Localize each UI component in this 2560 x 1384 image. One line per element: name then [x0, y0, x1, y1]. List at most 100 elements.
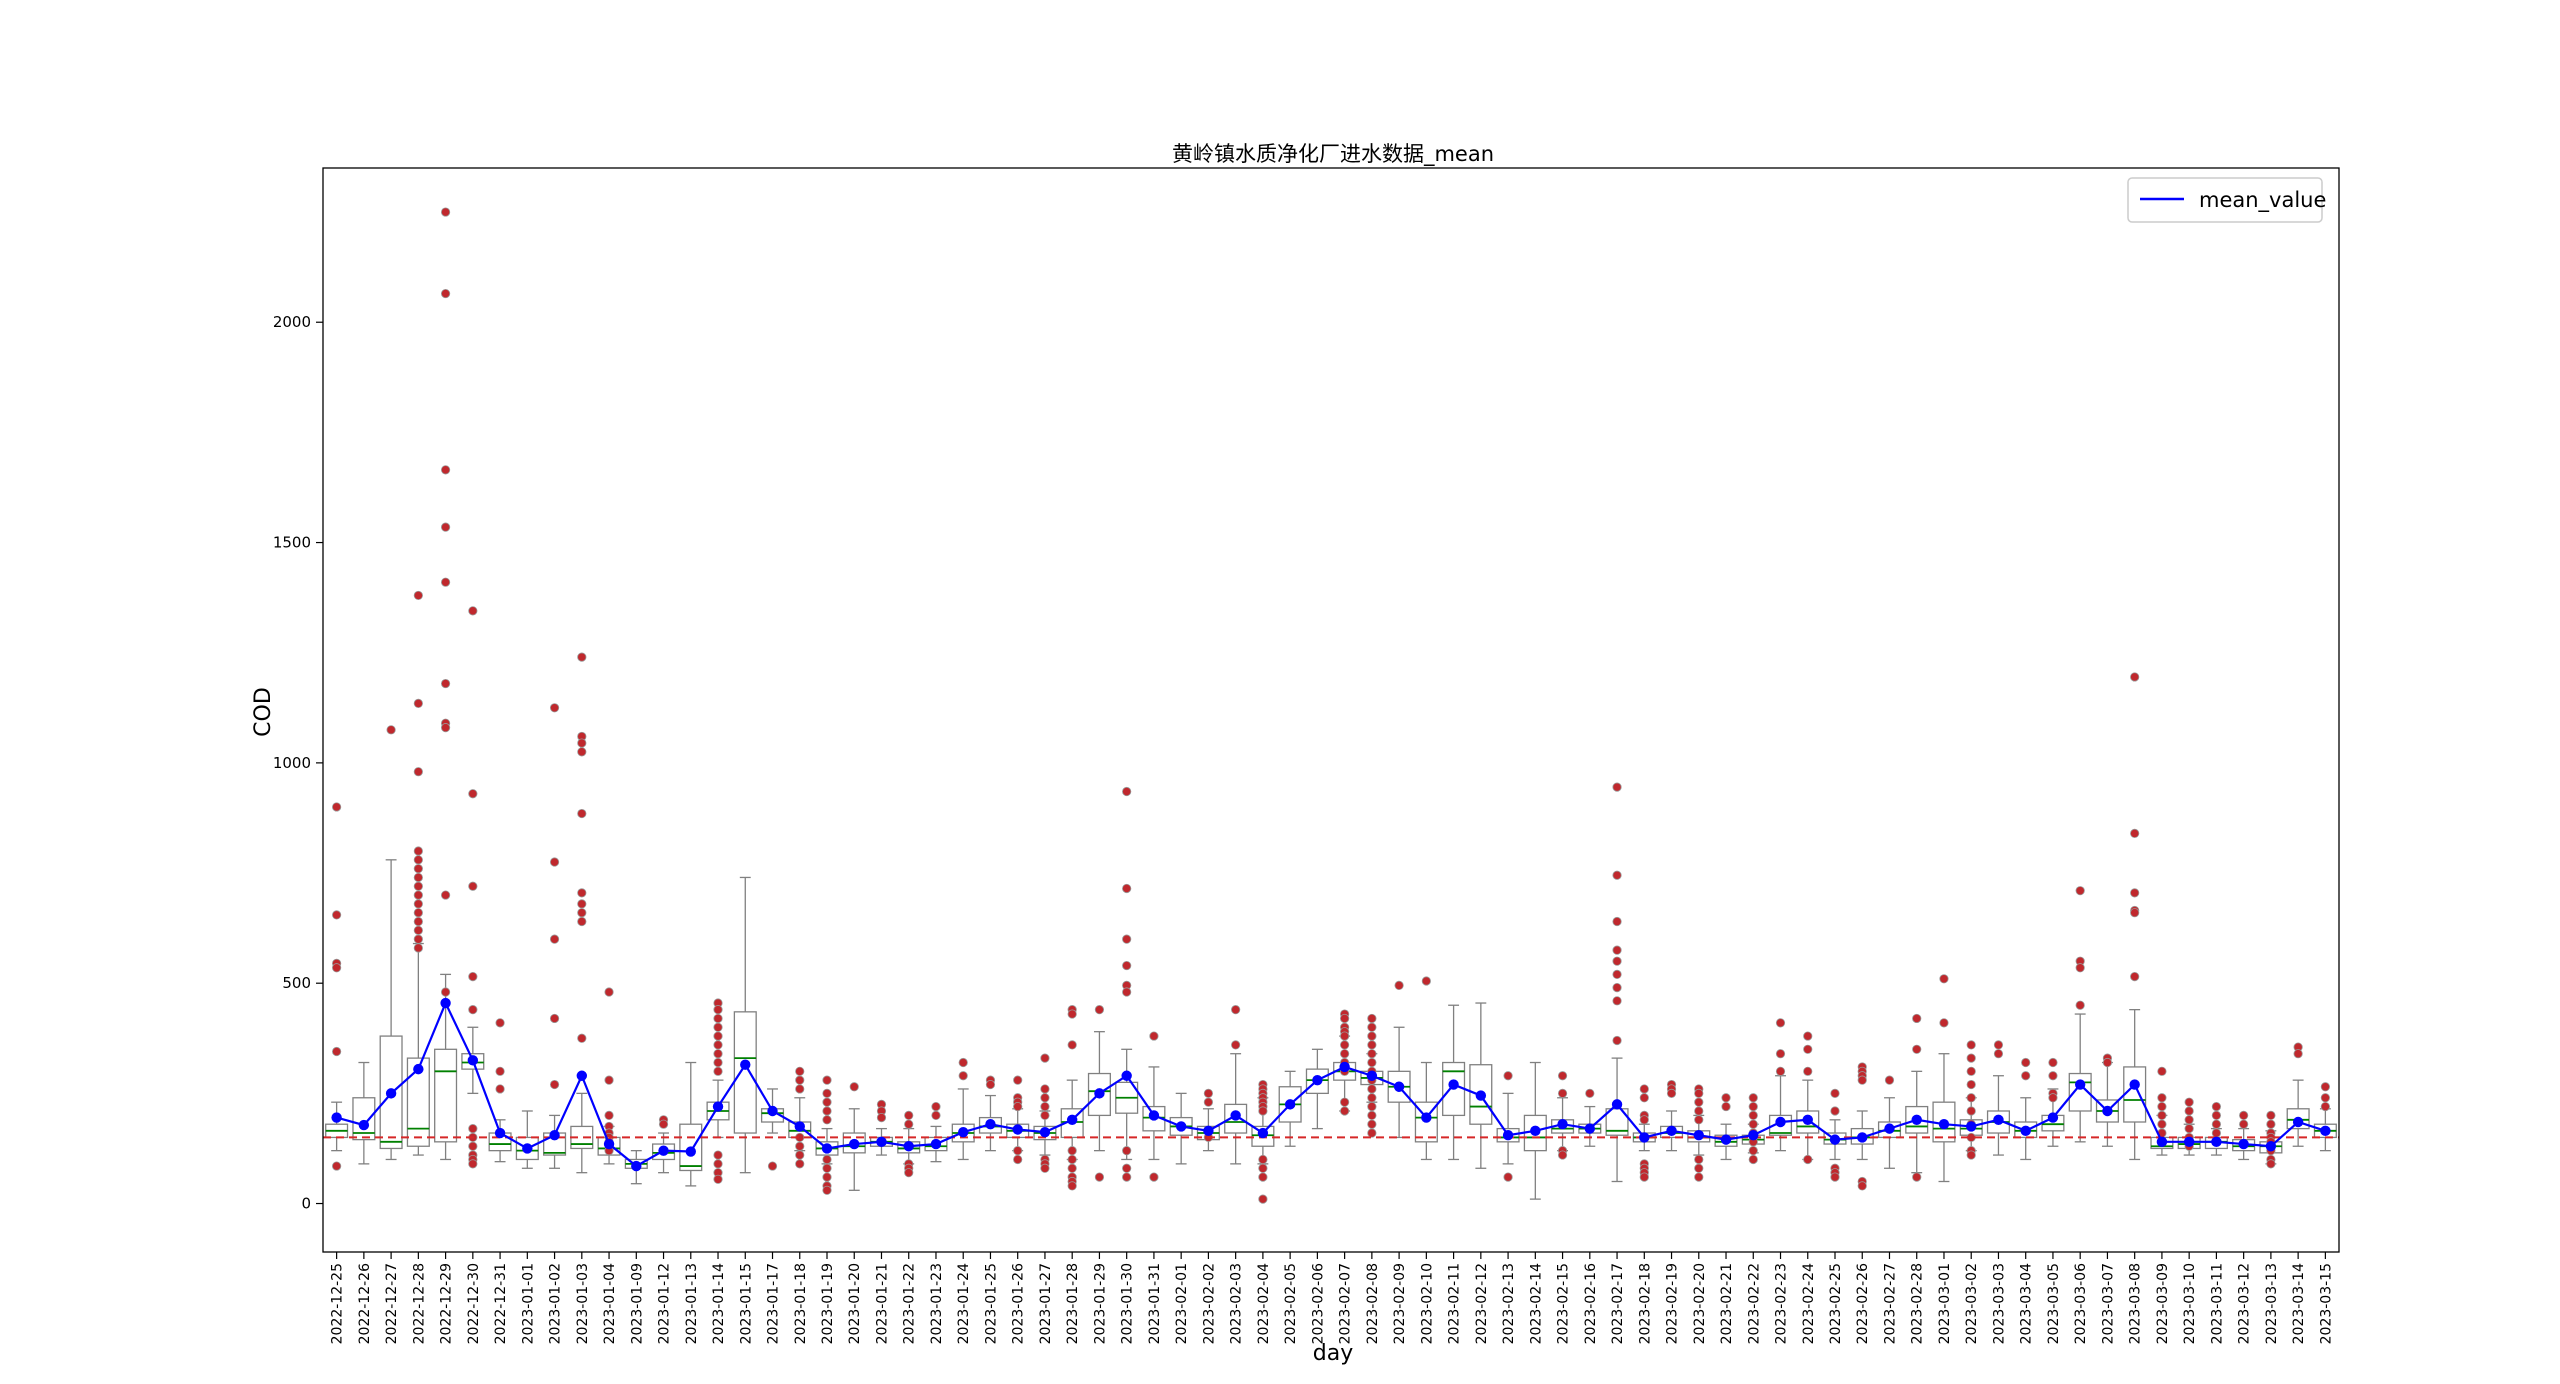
outlier-point — [713, 1013, 723, 1024]
outlier-point — [1612, 916, 1622, 927]
outlier-point — [795, 1159, 805, 1169]
outlier-point — [1775, 1066, 1786, 1076]
outlier-point — [549, 934, 560, 944]
mean-value-point — [930, 1138, 942, 1150]
mean-value-point — [494, 1127, 506, 1139]
mean-value-point — [2183, 1136, 2195, 1148]
outlier-point — [1585, 1088, 1595, 1098]
outlier-point — [604, 1110, 614, 1120]
outlier-point — [2075, 1000, 2085, 1010]
mean-value-point — [413, 1063, 424, 1075]
outlier-point — [440, 577, 451, 587]
box-2022-12-29 — [434, 207, 458, 1161]
mean-value-point — [1748, 1130, 1759, 1141]
outlier-point — [1503, 1071, 1513, 1081]
mean-value-point — [1966, 1121, 1977, 1132]
x-tick-label: 2023-01-09 — [629, 1263, 645, 1344]
outlier-point — [440, 987, 451, 997]
x-tick-label: 2023-02-28 — [1910, 1263, 1926, 1344]
mean-value-point — [1312, 1074, 1323, 1086]
mean-value-point — [1584, 1123, 1596, 1134]
outlier-point — [1612, 782, 1622, 792]
outlier-point — [1912, 1044, 1922, 1054]
x-tick-label: 2023-03-12 — [2237, 1263, 2253, 1344]
outlier-point — [1367, 1110, 1377, 1120]
x-tick-label: 2023-03-06 — [2073, 1263, 2089, 1344]
outlier-point — [822, 1185, 832, 1195]
x-tick-label: 2023-02-08 — [1365, 1263, 1381, 1344]
x-tick-label: 2022-12-30 — [466, 1263, 482, 1344]
y-tick-label: 0 — [301, 1195, 311, 1213]
mean-value-point — [1693, 1130, 1704, 1141]
mean-value-point — [1857, 1132, 1868, 1143]
mean-value-point — [876, 1136, 887, 1148]
outlier-point — [1966, 1040, 1976, 1050]
box-2022-12-26 — [352, 1061, 376, 1165]
mean-value-point — [1094, 1088, 1105, 1099]
x-tick-label: 2023-02-10 — [1419, 1263, 1435, 1344]
outlier-point — [904, 1119, 914, 1129]
mean-value-point — [1884, 1123, 1895, 1134]
y-axis-label: COD — [251, 687, 276, 737]
outlier-point — [1721, 1093, 1731, 1103]
outlier-point — [1067, 1163, 1077, 1173]
outlier-point — [822, 1075, 832, 1085]
outlier-point — [1122, 1146, 1132, 1156]
outlier-point — [577, 899, 587, 909]
outlier-point — [549, 857, 560, 867]
outlier-point — [577, 747, 587, 757]
outlier-point — [332, 1161, 342, 1171]
outlier-point — [549, 1013, 560, 1024]
x-tick-label: 2023-02-09 — [1392, 1263, 1408, 1344]
box-2023-01-14 — [706, 998, 730, 1184]
x-tick-label: 2023-01-19 — [820, 1263, 836, 1344]
mean-value-point — [985, 1119, 996, 1130]
outlier-point — [577, 1033, 587, 1043]
outlier-point — [1694, 1154, 1704, 1165]
mean-value-point — [1611, 1099, 1623, 1110]
outlier-point — [1612, 956, 1622, 966]
outlier-point — [2130, 908, 2140, 918]
mean-value-point — [1012, 1124, 1023, 1135]
outlier-point — [1694, 1106, 1704, 1116]
box-2023-02-24 — [1796, 1031, 1820, 1165]
outlier-point — [1094, 1005, 1105, 1015]
x-tick-label: 2023-03-04 — [2019, 1263, 2035, 1344]
outlier-point — [1367, 1049, 1377, 1059]
outlier-point — [822, 1115, 832, 1125]
box-2023-02-13 — [1496, 1071, 1520, 1182]
outlier-point — [1966, 1093, 1976, 1103]
box-2023-03-11 — [2204, 1101, 2228, 1156]
outlier-point — [904, 1110, 914, 1120]
outlier-point — [1340, 1040, 1350, 1050]
outlier-point — [604, 987, 614, 997]
outlier-point — [1067, 1146, 1077, 1156]
outlier-point — [2211, 1119, 2222, 1129]
outlier-point — [577, 738, 587, 748]
x-tick-label: 2023-01-14 — [711, 1263, 727, 1344]
outlier-point — [1803, 1066, 1813, 1076]
outlier-point — [1939, 1018, 1949, 1028]
x-tick-label: 2023-02-11 — [1447, 1263, 1463, 1344]
legend-mean-value-label: mean_value — [2199, 188, 2326, 213]
outlier-point — [413, 864, 423, 874]
outlier-point — [2266, 1159, 2276, 1169]
outlier-point — [1367, 1022, 1377, 1032]
outlier-point — [1367, 1093, 1377, 1103]
x-tick-label: 2023-02-02 — [1201, 1263, 1217, 1344]
outlier-point — [1040, 1163, 1050, 1173]
outlier-point — [468, 1159, 478, 1169]
x-tick-label: 2023-03-03 — [1991, 1263, 2007, 1344]
mean-value-point — [1148, 1110, 1160, 1121]
mean-value-line — [336, 1000, 2326, 1168]
box-2023-01-19 — [815, 1075, 839, 1195]
x-tick-label: 2023-02-17 — [1610, 1263, 1626, 1344]
outlier-point — [822, 1163, 832, 1173]
box-2023-02-15 — [1551, 1071, 1575, 1160]
outlier-point — [1040, 1101, 1050, 1112]
outlier-point — [1748, 1093, 1758, 1103]
x-tick-label: 2023-02-15 — [1556, 1263, 1572, 1344]
outlier-point — [1258, 1106, 1268, 1116]
